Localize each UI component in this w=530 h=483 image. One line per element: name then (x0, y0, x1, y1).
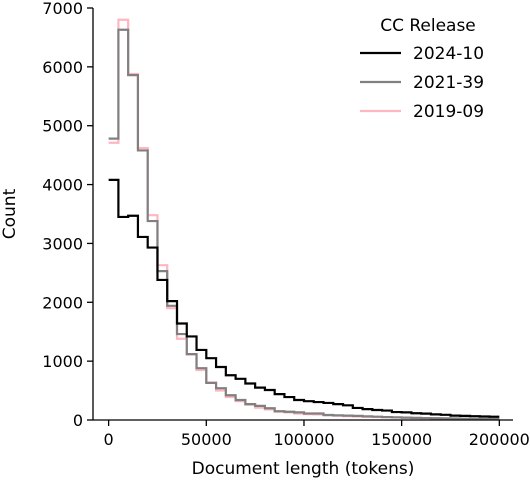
x-tick-label: 100000 (273, 430, 334, 449)
y-tick-label: 2000 (42, 293, 83, 312)
y-axis-label: Count (0, 188, 20, 239)
y-tick-label: 4000 (42, 176, 83, 195)
legend-title: CC Release (380, 16, 476, 36)
x-tick-label: 0 (104, 430, 114, 449)
y-tick-label: 5000 (42, 117, 83, 136)
y-tick-label: 6000 (42, 58, 83, 77)
x-tick-label: 50000 (181, 430, 232, 449)
series-layer (108, 18, 500, 421)
y-tick-label: 7000 (42, 0, 83, 18)
x-tick-label: 150000 (371, 430, 432, 449)
legend-label: 2021-39 (413, 73, 484, 93)
legend: CC Release 2024-10 2021-39 2019-09 (360, 16, 484, 122)
x-tick-label: 200000 (469, 430, 530, 449)
y-tick-label: 0 (73, 411, 83, 430)
y-tick-label: 3000 (42, 234, 83, 253)
legend-label: 2019-09 (413, 102, 484, 122)
series-line-2024-10 (108, 178, 500, 418)
x-axis-label: Document length (tokens) (192, 459, 415, 479)
y-tick-label: 1000 (42, 352, 83, 371)
legend-label: 2024-10 (413, 44, 484, 64)
